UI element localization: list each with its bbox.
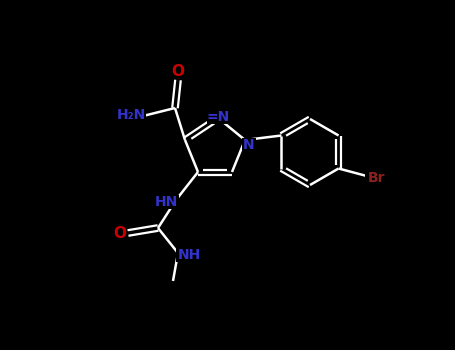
- Bar: [364, 169, 389, 186]
- Bar: [176, 248, 202, 262]
- Bar: [171, 65, 185, 78]
- Text: HN: HN: [154, 195, 177, 209]
- Bar: [116, 108, 146, 122]
- Text: NH: NH: [177, 248, 201, 262]
- Text: =N: =N: [207, 110, 230, 124]
- Text: N: N: [243, 138, 255, 152]
- Bar: [242, 138, 256, 150]
- Bar: [153, 195, 179, 209]
- Text: H₂N: H₂N: [116, 108, 146, 122]
- Bar: [207, 110, 229, 124]
- Bar: [113, 226, 127, 239]
- Text: O: O: [113, 225, 126, 240]
- Text: Br: Br: [368, 170, 385, 184]
- Text: O: O: [172, 64, 184, 79]
